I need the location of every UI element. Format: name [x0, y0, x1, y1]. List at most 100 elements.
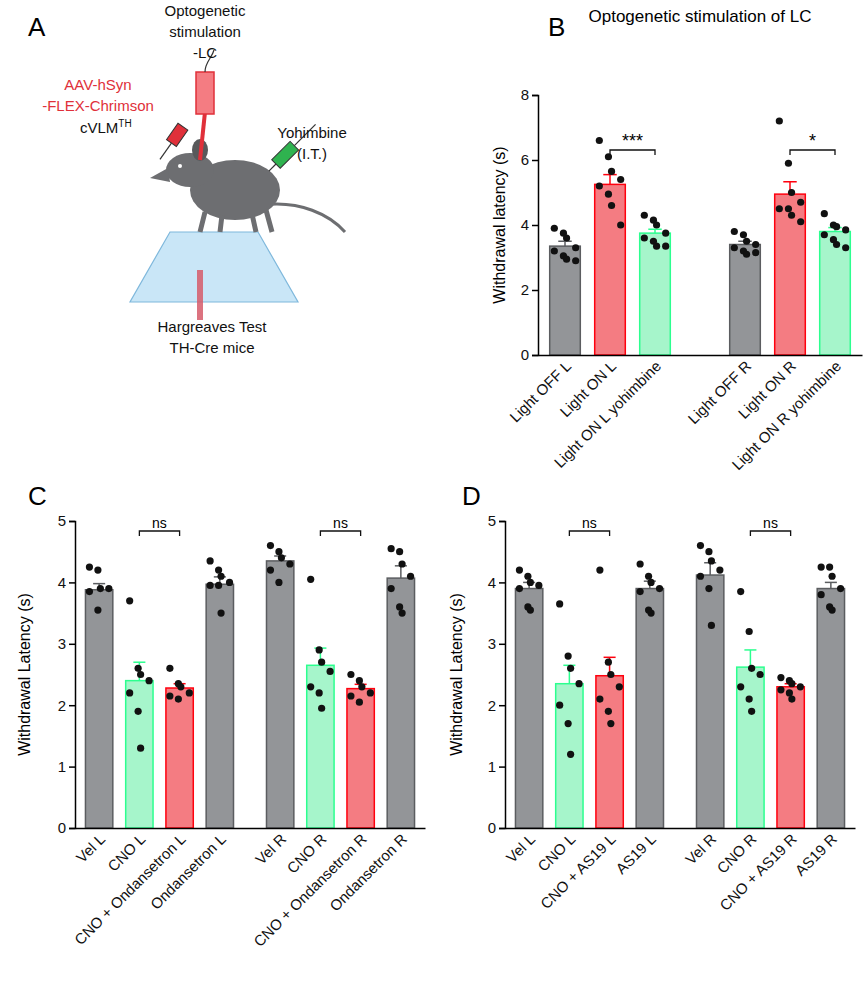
data-point [551, 247, 558, 254]
error-bar-stem [750, 650, 752, 667]
x-tick-label: AS19 R [791, 830, 840, 879]
y-tick-label: 3 [488, 635, 496, 652]
y-tick-label: 4 [488, 574, 496, 591]
error-bar-stem [830, 582, 832, 588]
data-point [752, 249, 759, 256]
x-axis: Light OFF LLight ON LLight ON L yohimbin… [506, 355, 862, 473]
x-tick-label: Vel R [682, 830, 719, 867]
plot-marks [550, 117, 851, 355]
y-tick: 2 [58, 697, 75, 714]
chart-panel: BOptogenetic stimulation of LC02468Light… [491, 7, 863, 473]
bar [515, 589, 542, 828]
diagram-label: -FLEX-Chrimson [42, 97, 154, 114]
bar [696, 575, 723, 828]
data-point [708, 622, 715, 629]
y-tick-label: 1 [488, 758, 496, 775]
data-point [572, 244, 579, 251]
error-bar-stem [400, 566, 402, 578]
bar [307, 665, 334, 828]
data-point [746, 628, 753, 635]
diagram-label: -LC [193, 44, 217, 61]
data-point [137, 671, 144, 678]
y-axis-line [499, 522, 506, 829]
data-point [705, 548, 712, 555]
data-point [572, 257, 579, 264]
glass-platform [130, 232, 298, 302]
data-point [596, 567, 603, 574]
bar [126, 681, 153, 828]
y-tick-mark [532, 95, 538, 97]
y-tick-mark [499, 828, 505, 830]
data-point [516, 567, 523, 574]
y-tick: 3 [488, 635, 505, 652]
y-tick: 4 [58, 574, 75, 591]
data-point [757, 671, 764, 678]
y-axis-title: Withdrawal Latency (s) [448, 593, 465, 756]
error-bar [648, 229, 661, 233]
y-tick: 3 [58, 635, 75, 652]
data-point [641, 212, 648, 219]
data-point [786, 689, 793, 696]
data-point [356, 677, 363, 684]
chart-panel: D012345Vel LCNO LCNO + AS19 LAS19 LVel R… [448, 481, 856, 914]
data-point [821, 210, 828, 217]
data-point [275, 579, 282, 586]
data-point [535, 582, 542, 589]
data-point [596, 137, 603, 144]
panel-letter: C [28, 481, 47, 511]
y-axis: 02468 [521, 86, 539, 363]
data-point [833, 241, 840, 248]
bar [85, 590, 112, 828]
data-point [828, 573, 835, 580]
data-point [743, 251, 750, 258]
data-point [797, 218, 804, 225]
x-tick: Light ON L yohimbine [551, 355, 665, 471]
data-point [215, 567, 222, 574]
data-point [818, 591, 825, 598]
x-tick: AS19 R [791, 828, 840, 879]
diagram-label: Hargreaves Test [158, 318, 268, 335]
data-point [166, 665, 173, 672]
data-point [358, 683, 365, 690]
error-bar-cap [783, 181, 796, 183]
bar [550, 246, 581, 355]
data-point [607, 671, 614, 678]
x-tick: Vel L [73, 828, 109, 866]
x-tick-label: Vel L [73, 830, 109, 866]
data-point [818, 563, 825, 570]
x-tick-label: Light ON L yohimbine [551, 357, 665, 471]
significance-label: * [809, 131, 816, 151]
data-point [527, 606, 534, 613]
error-bar-cap [133, 661, 145, 663]
x-tick: Ondansetron R [326, 828, 410, 914]
x-tick-label: Light ON R yohimbine [728, 357, 844, 473]
y-axis-title: Withdrawal Latency (s) [16, 593, 33, 756]
data-point [347, 692, 354, 699]
figure: AOptogeneticstimulation-LCAAV-hSyn-FLEX-… [0, 0, 866, 1002]
data-point [516, 585, 523, 592]
data-point [788, 680, 795, 687]
data-point [347, 671, 354, 678]
data-point [307, 576, 314, 583]
mouse-icon [150, 139, 345, 232]
plot-marks [515, 542, 844, 828]
data-point [86, 588, 93, 595]
y-tick: 0 [58, 819, 75, 836]
data-point [821, 231, 828, 238]
y-tick-mark [532, 160, 538, 162]
y-tick-label: 1 [58, 758, 66, 775]
diagram-label: (I.T.) [297, 145, 327, 162]
data-point [135, 708, 142, 715]
bar [166, 688, 193, 828]
data-point [567, 751, 574, 758]
data-point [286, 560, 293, 567]
x-tick: Vel L [503, 828, 539, 866]
data-point [556, 702, 563, 709]
data-point [743, 238, 750, 245]
data-point [656, 585, 663, 592]
data-point [617, 221, 624, 228]
data-point [97, 585, 104, 592]
x-tick-label: CNO + AS19 R [716, 830, 800, 914]
data-point [396, 603, 403, 610]
data-point [641, 234, 648, 241]
